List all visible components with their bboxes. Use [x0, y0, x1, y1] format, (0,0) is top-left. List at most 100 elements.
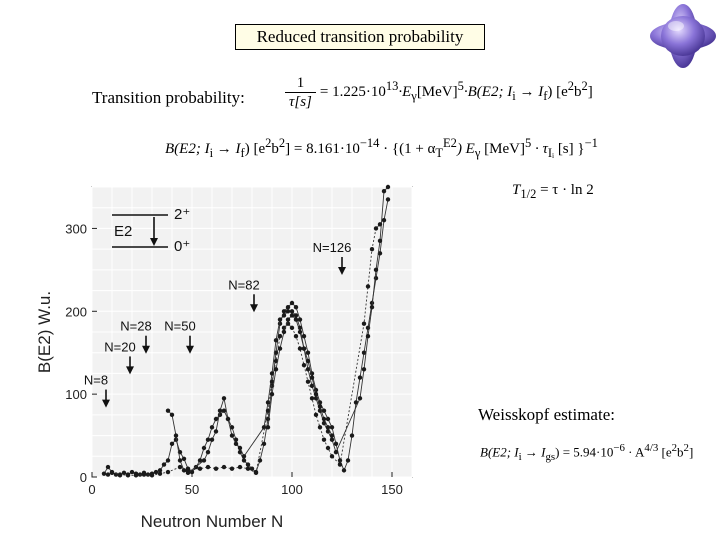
data-point	[117, 472, 123, 477]
formula-transition-rate: 1 τ[s] = 1.225·1013·Eγ[MeV]5·B(E2; Ii → …	[285, 74, 593, 111]
data-point	[309, 375, 315, 380]
data-point	[313, 391, 319, 397]
data-point	[277, 346, 283, 351]
data-point	[161, 462, 167, 467]
formula-reduced-probability: B(E2; Ii → If) [e2b2] = 8.161·10−14 · {(…	[165, 136, 598, 160]
data-point	[285, 317, 291, 322]
data-point	[305, 350, 311, 355]
data-point	[229, 425, 235, 430]
data-point	[165, 458, 171, 463]
data-point	[377, 238, 383, 244]
y-tick-label: 100	[65, 387, 87, 402]
data-point	[201, 445, 207, 451]
data-point	[157, 471, 163, 476]
transition-probability-label: Transition probability:	[92, 88, 245, 107]
data-point	[225, 416, 231, 422]
data-point	[281, 309, 287, 314]
data-point	[257, 458, 263, 463]
data-point	[289, 309, 295, 314]
data-point	[321, 408, 327, 413]
data-point	[153, 469, 159, 475]
data-point	[365, 333, 371, 339]
annotation-arrowhead	[186, 345, 194, 354]
data-point	[237, 445, 243, 451]
data-point	[373, 226, 379, 231]
data-point	[317, 404, 323, 409]
data-point	[229, 433, 235, 438]
magic-number-label: N=50	[164, 319, 195, 334]
data-point	[205, 464, 211, 470]
data-point	[253, 470, 259, 476]
data-point	[157, 468, 163, 473]
data-point	[169, 412, 175, 418]
data-point	[381, 217, 387, 223]
data-point	[361, 321, 367, 326]
magic-number-label: N=82	[228, 277, 259, 292]
x-tick-label: 0	[88, 482, 95, 497]
data-point	[349, 433, 355, 438]
data-point	[285, 309, 291, 314]
data-point	[261, 441, 267, 447]
y-tick-label: 200	[65, 304, 87, 319]
data-point	[209, 425, 215, 430]
orbital-shape-icon	[650, 4, 716, 68]
data-point	[353, 400, 359, 405]
data-point	[101, 471, 107, 476]
data-point	[297, 317, 303, 322]
inset-transition-label: E2	[114, 223, 132, 240]
data-point	[329, 437, 335, 442]
data-point	[249, 466, 255, 471]
magic-number-label: N=8	[84, 373, 108, 388]
data-point	[213, 416, 219, 422]
data-point	[341, 468, 347, 473]
data-point	[321, 437, 327, 442]
data-point	[357, 396, 363, 401]
slide-title-text: Reduced transition probability	[256, 27, 464, 46]
data-point	[281, 329, 287, 335]
data-point	[373, 267, 379, 273]
be2-chart: 0 50 100 150 0 100 200 300 Neutron Number N B(E2)…	[35, 184, 413, 531]
data-point	[213, 429, 219, 434]
data-point	[329, 425, 335, 430]
data-point	[265, 408, 271, 413]
data-point	[369, 246, 375, 252]
data-point	[121, 470, 127, 476]
data-point	[181, 468, 187, 473]
y-tick-label: 0	[80, 470, 87, 485]
formula-half-life: T1/2 = τ · ln 2	[512, 182, 594, 201]
data-point	[221, 408, 227, 413]
data-point	[125, 473, 131, 478]
data-point	[377, 222, 383, 227]
magic-number-label: N=126	[313, 240, 352, 255]
annotation-arrowhead	[338, 267, 346, 275]
data-point	[173, 433, 179, 438]
data-point	[329, 454, 335, 459]
data-point	[325, 416, 331, 422]
data-point	[241, 454, 247, 459]
data-point	[293, 317, 299, 322]
data-point	[301, 333, 307, 339]
data-point	[169, 441, 175, 447]
data-point	[289, 300, 295, 306]
data-point	[369, 304, 375, 310]
data-point	[229, 466, 235, 471]
data-point	[201, 458, 207, 463]
weisskopf-label: Weisskopf estimate:	[478, 405, 615, 424]
data-point	[217, 408, 223, 413]
data-point	[221, 464, 227, 470]
data-point	[285, 304, 291, 310]
data-point	[277, 317, 283, 322]
data-point	[177, 464, 183, 470]
data-point	[325, 445, 331, 451]
data-point	[269, 391, 275, 397]
data-point	[213, 466, 219, 471]
data-point	[385, 197, 391, 202]
data-point	[329, 433, 335, 438]
data-point	[133, 473, 139, 478]
data-point	[185, 468, 191, 473]
inset-arrowhead	[150, 238, 158, 246]
annotation-arrowhead	[142, 345, 150, 354]
annotation-arrowhead	[126, 366, 134, 375]
data-point	[105, 472, 111, 477]
formula1-fraction: 1 τ[s]	[285, 74, 316, 111]
